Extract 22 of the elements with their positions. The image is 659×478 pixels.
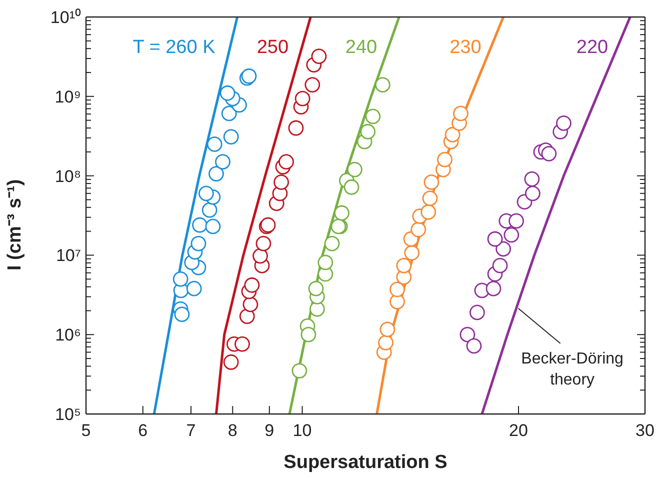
y-tick-label: 10⁹ bbox=[54, 87, 81, 106]
y-tick-label: 10⁸ bbox=[54, 166, 81, 186]
x-axis-title: Supersaturation S bbox=[284, 452, 448, 473]
annotation: Becker-Döring theory bbox=[521, 350, 624, 388]
x-tick-label: 7 bbox=[186, 421, 196, 440]
x-tick-label: 8 bbox=[228, 421, 238, 440]
y-tick-label: 10⁷ bbox=[56, 246, 81, 266]
x-tick-label: 10 bbox=[292, 421, 312, 440]
series-label: 220 bbox=[576, 37, 608, 58]
y-tick-label: 10⁶ bbox=[55, 326, 81, 345]
x-tick-label: 20 bbox=[509, 421, 528, 440]
x-tick-label: 9 bbox=[264, 421, 274, 440]
y-axis-title: I (cm⁻³ s⁻¹) bbox=[4, 179, 26, 270]
series-label: 250 bbox=[256, 37, 289, 58]
x-tick-label: 6 bbox=[138, 421, 148, 440]
y-tick-label: 10⁵ bbox=[55, 405, 81, 424]
series-label: T = 260 K bbox=[132, 37, 216, 58]
series-label: 240 bbox=[345, 37, 378, 58]
series-label: 230 bbox=[450, 37, 482, 58]
x-tick-label: 30 bbox=[636, 421, 654, 440]
x-tick-label: 5 bbox=[81, 421, 91, 440]
y-tick-label: 10¹⁰ bbox=[50, 8, 81, 27]
